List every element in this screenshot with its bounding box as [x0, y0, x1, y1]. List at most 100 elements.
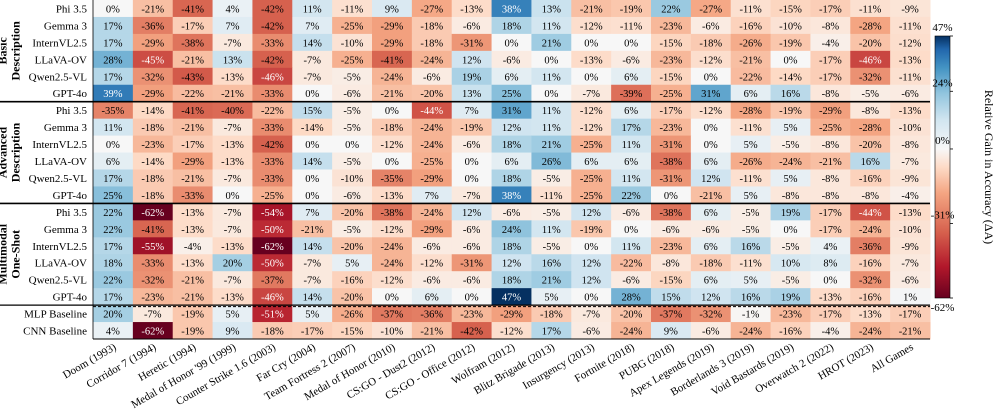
heatmap-cell: [372, 220, 413, 238]
cell-value-label: 22%: [103, 208, 123, 219]
heatmap-cell: [810, 169, 851, 187]
heatmap-cell: [571, 152, 612, 170]
heatmap-cell: [651, 84, 692, 103]
heatmap-cell: [690, 237, 732, 255]
heatmap-cell: [730, 203, 772, 221]
heatmap-cell: [212, 67, 253, 86]
cell-value-label: -55%: [141, 242, 164, 253]
cell-value-label: -13%: [181, 208, 204, 219]
heatmap-cell: [850, 118, 891, 137]
heatmap-cell: [491, 305, 532, 323]
cell-value-label: 0%: [704, 123, 718, 134]
cell-value-label: -31%: [460, 38, 483, 49]
heatmap-cell: [810, 84, 851, 103]
cell-value-label: -43%: [181, 72, 204, 83]
heatmap-cell: [252, 33, 293, 52]
colorbar: 47% 24% 0% -31% -62% Relative Gain in Accura…: [931, 22, 996, 314]
cell-value-label: 0%: [544, 89, 558, 100]
heatmap-cell: [292, 84, 333, 103]
heatmap-cell: [651, 186, 692, 204]
cell-value-label: -17%: [819, 72, 842, 83]
cell-value-label: -6%: [622, 208, 640, 219]
heatmap-cell: [810, 50, 851, 69]
cell-value-label: -45%: [141, 55, 164, 66]
cell-value-label: 22%: [103, 276, 123, 287]
heatmap-cell: [252, 169, 293, 187]
row-label: Phi 3.5: [56, 3, 88, 15]
cell-value-label: 0%: [345, 140, 359, 151]
heatmap-cell: [810, 33, 851, 52]
heatmap-cell: [411, 67, 453, 86]
heatmap-cell: [451, 101, 493, 120]
heatmap-cell: [770, 203, 811, 221]
cell-value-label: 5%: [305, 310, 319, 321]
heatmap-cell: [292, 152, 333, 170]
heatmap-cell: [332, 271, 373, 289]
heatmap-cell: [770, 271, 811, 289]
heatmap-cell: [531, 254, 572, 272]
heatmap-cell: [372, 101, 413, 120]
row-label: GPT-4o: [53, 88, 88, 100]
cell-value-label: -50%: [261, 225, 284, 236]
cell-value-label: -28%: [859, 21, 882, 32]
heatmap-cell: [132, 322, 174, 340]
heatmap-cell: [93, 169, 134, 187]
colorbar-tick-label: 24%: [932, 77, 952, 89]
heatmap-cell: [770, 254, 811, 272]
heatmap-cell: [571, 254, 612, 272]
heatmap-cell: [730, 322, 772, 340]
cell-value-label: -10%: [899, 123, 922, 134]
heatmap-cell: [451, 271, 493, 289]
cell-value-label: -32%: [141, 72, 164, 83]
heatmap-cell: [212, 186, 253, 204]
cell-value-label: -24%: [420, 208, 443, 219]
cell-value-label: -29%: [381, 38, 404, 49]
cell-value-label: -22%: [739, 72, 762, 83]
cell-value-label: -5%: [742, 208, 760, 219]
heatmap-cell: [690, 50, 732, 69]
cell-value-label: -11%: [341, 4, 364, 15]
cell-value-label: -19%: [580, 225, 603, 236]
heatmap-cell: [770, 101, 811, 120]
heatmap-cell: [292, 254, 333, 272]
heatmap-cell: [890, 16, 931, 35]
heatmap-cell: [332, 50, 373, 69]
cell-value-label: -17%: [819, 310, 842, 321]
heatmap-cell: [212, 118, 253, 137]
cell-value-label: 0%: [305, 140, 319, 151]
cell-value-label: -8%: [822, 140, 840, 151]
cell-value-label: -17%: [660, 106, 683, 117]
cell-value-label: 5%: [784, 174, 798, 185]
cell-value-label: 0%: [584, 72, 598, 83]
heatmap-cell: [451, 220, 493, 238]
heatmap-cell: [332, 322, 373, 340]
cell-value-label: -16%: [859, 293, 882, 304]
cell-value-label: -12%: [580, 123, 603, 134]
cell-value-label: -5%: [343, 72, 361, 83]
cell-value-label: -42%: [261, 140, 284, 151]
cell-value-label: -21%: [739, 55, 762, 66]
cell-value-label: -5%: [742, 225, 760, 236]
heatmap-cell: [491, 67, 532, 86]
cell-value-label: -46%: [261, 72, 284, 83]
column-labels: Doom (1993)Corridor 7 (1994)Heretic (199…: [61, 341, 916, 410]
cell-value-label: -7%: [224, 38, 242, 49]
cell-value-label: -32%: [699, 310, 722, 321]
cell-value-label: 6%: [704, 276, 718, 287]
cell-value-label: -29%: [819, 106, 842, 117]
heatmap-cell: [651, 0, 692, 18]
cell-value-label: 18%: [502, 21, 522, 32]
heatmap-cell: [491, 288, 532, 306]
heatmap-cell: [372, 203, 413, 221]
heatmap-cell: [690, 16, 732, 35]
heatmap-cell: [372, 186, 413, 204]
heatmap-cell: [411, 186, 453, 204]
cell-value-label: -5%: [782, 242, 800, 253]
heatmap-cell: [850, 0, 891, 18]
heatmap-cell: [730, 305, 772, 323]
cell-value-label: 25%: [103, 191, 123, 202]
cell-value-label: -6%: [423, 242, 441, 253]
cell-value-label: 15%: [303, 106, 323, 117]
row-label: GPT-4o: [53, 190, 88, 202]
